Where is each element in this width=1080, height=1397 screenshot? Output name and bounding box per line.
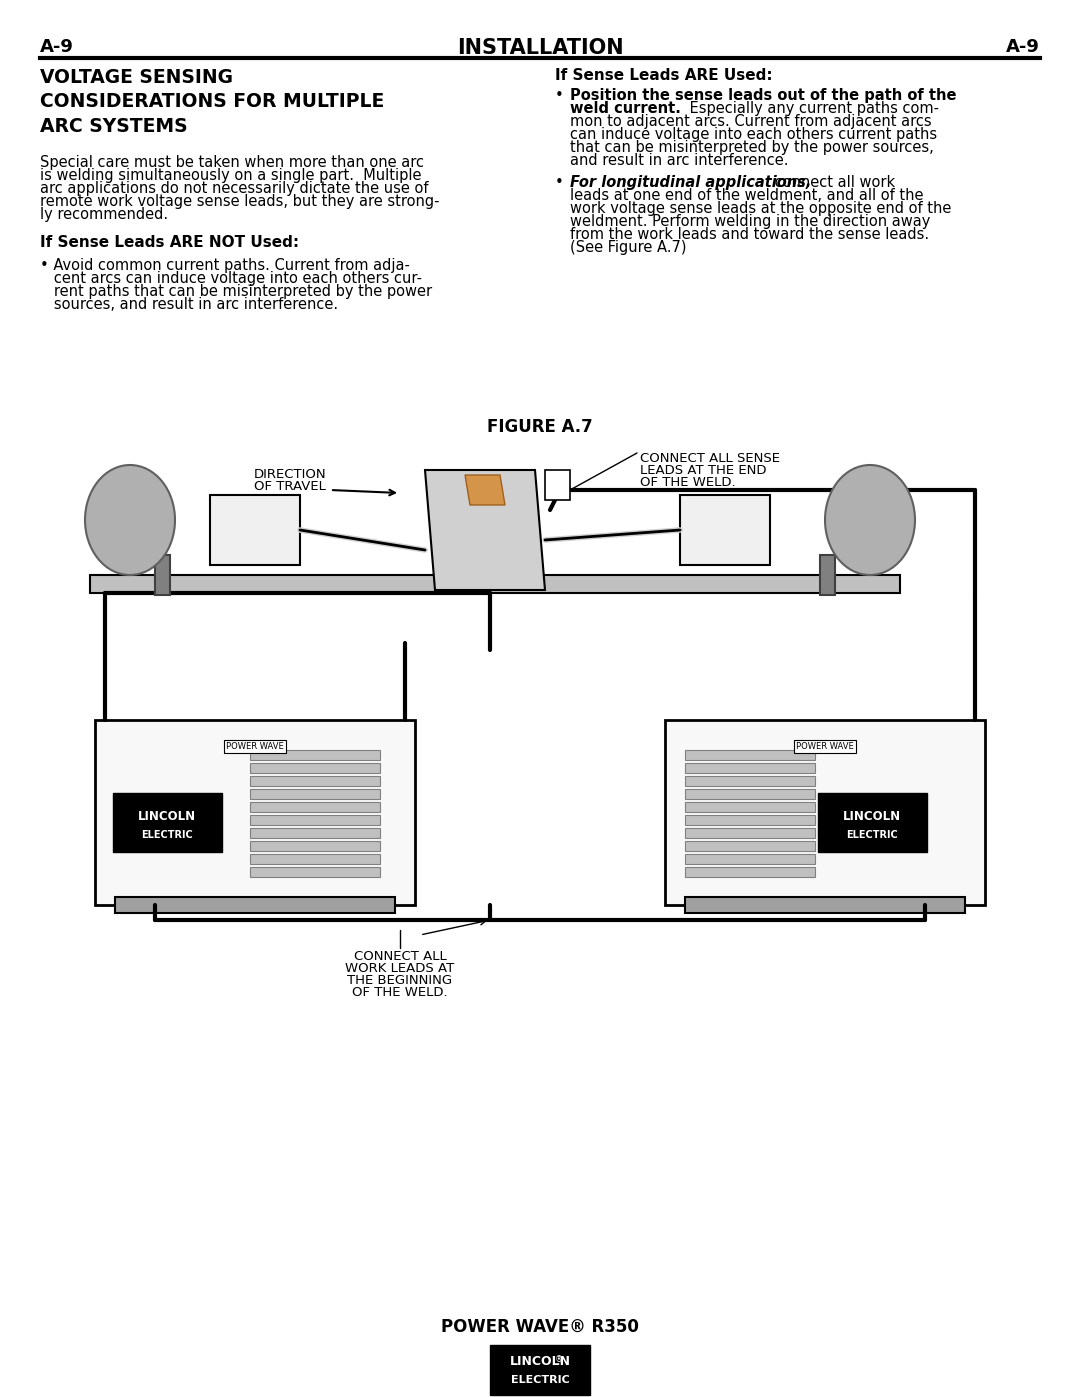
- Text: LINCOLN: LINCOLN: [138, 810, 197, 823]
- Text: from the work leads and toward the sense leads.: from the work leads and toward the sense…: [570, 226, 929, 242]
- Bar: [249, 763, 380, 773]
- Bar: [249, 750, 380, 760]
- Text: If Sense Leads ARE NOT Used:: If Sense Leads ARE NOT Used:: [40, 235, 299, 250]
- Text: FIGURE A.7: FIGURE A.7: [487, 418, 593, 436]
- Text: that can be misinterpreted by the power sources,: that can be misinterpreted by the power …: [570, 140, 934, 155]
- Bar: [685, 750, 815, 760]
- Bar: [685, 763, 815, 773]
- Bar: [90, 576, 900, 592]
- Text: weld current.: weld current.: [570, 101, 680, 116]
- Text: arc applications do not necessarily dictate the use of: arc applications do not necessarily dict…: [40, 182, 429, 196]
- Text: POWER WAVE: POWER WAVE: [796, 742, 854, 752]
- Text: INSTALLATION: INSTALLATION: [457, 38, 623, 59]
- Text: OF THE WELD.: OF THE WELD.: [352, 986, 448, 999]
- Bar: [249, 868, 380, 877]
- Text: For longitudinal applications,: For longitudinal applications,: [570, 175, 811, 190]
- Bar: [685, 828, 815, 838]
- Text: •: •: [555, 88, 568, 103]
- Text: •: •: [555, 175, 568, 190]
- Text: VOLTAGE SENSING
CONSIDERATIONS FOR MULTIPLE
ARC SYSTEMS: VOLTAGE SENSING CONSIDERATIONS FOR MULTI…: [40, 68, 384, 136]
- Text: leads at one end of the weldment, and all of the: leads at one end of the weldment, and al…: [570, 189, 923, 203]
- Text: Special care must be taken when more than one arc: Special care must be taken when more tha…: [40, 155, 424, 170]
- Text: (See Figure A.7): (See Figure A.7): [570, 240, 687, 256]
- Text: ly recommended.: ly recommended.: [40, 207, 168, 222]
- Bar: [685, 841, 815, 851]
- Text: ®: ®: [555, 1355, 564, 1363]
- Text: If Sense Leads ARE Used:: If Sense Leads ARE Used:: [555, 68, 772, 82]
- Text: A-9: A-9: [1007, 38, 1040, 56]
- Polygon shape: [465, 475, 505, 504]
- Bar: [249, 814, 380, 826]
- Bar: [820, 555, 835, 595]
- Bar: [114, 897, 395, 914]
- Bar: [685, 775, 815, 787]
- Bar: [545, 469, 570, 500]
- Bar: [685, 897, 966, 914]
- Text: • Avoid common current paths. Current from adja-: • Avoid common current paths. Current fr…: [40, 258, 410, 272]
- Bar: [685, 802, 815, 812]
- Text: LINCOLN: LINCOLN: [510, 1355, 570, 1368]
- Bar: [249, 841, 380, 851]
- Text: cent arcs can induce voltage into each others cur-: cent arcs can induce voltage into each o…: [40, 271, 422, 286]
- Text: ELECTRIC: ELECTRIC: [846, 830, 897, 840]
- Text: Especially any current paths com-: Especially any current paths com-: [685, 101, 939, 116]
- Text: connect all work: connect all work: [770, 175, 895, 190]
- Bar: [685, 789, 815, 799]
- Text: CONNECT ALL SENSE: CONNECT ALL SENSE: [640, 453, 780, 465]
- Text: ELECTRIC: ELECTRIC: [511, 1375, 569, 1384]
- Text: A-9: A-9: [40, 38, 73, 56]
- Bar: [249, 802, 380, 812]
- Text: weldment. Perform welding in the direction away: weldment. Perform welding in the directi…: [570, 214, 930, 229]
- Bar: [95, 719, 415, 905]
- Bar: [210, 495, 300, 564]
- Text: and result in arc interference.: and result in arc interference.: [570, 154, 788, 168]
- Text: CONNECT ALL: CONNECT ALL: [353, 950, 446, 963]
- FancyBboxPatch shape: [818, 793, 927, 852]
- Bar: [665, 719, 985, 905]
- Text: POWER WAVE® R350: POWER WAVE® R350: [441, 1317, 639, 1336]
- Text: OF TRAVEL: OF TRAVEL: [254, 481, 326, 493]
- Bar: [249, 789, 380, 799]
- Ellipse shape: [85, 465, 175, 576]
- Text: LINCOLN: LINCOLN: [842, 810, 901, 823]
- Text: mon to adjacent arcs. Current from adjacent arcs: mon to adjacent arcs. Current from adjac…: [570, 115, 932, 129]
- Text: work voltage sense leads at the opposite end of the: work voltage sense leads at the opposite…: [570, 201, 951, 217]
- Text: Position the sense leads out of the path of the: Position the sense leads out of the path…: [570, 88, 957, 103]
- FancyBboxPatch shape: [490, 1345, 590, 1396]
- Text: rent paths that can be misinterpreted by the power: rent paths that can be misinterpreted by…: [40, 284, 432, 299]
- Bar: [685, 854, 815, 863]
- Bar: [249, 854, 380, 863]
- Bar: [685, 814, 815, 826]
- Text: OF THE WELD.: OF THE WELD.: [640, 476, 735, 489]
- Text: DIRECTION: DIRECTION: [254, 468, 326, 481]
- Bar: [249, 775, 380, 787]
- Polygon shape: [426, 469, 545, 590]
- Text: sources, and result in arc interference.: sources, and result in arc interference.: [40, 298, 338, 312]
- FancyBboxPatch shape: [113, 793, 222, 852]
- Text: ELECTRIC: ELECTRIC: [141, 830, 193, 840]
- Bar: [156, 555, 170, 595]
- Text: is welding simultaneously on a single part.  Multiple: is welding simultaneously on a single pa…: [40, 168, 421, 183]
- Bar: [685, 868, 815, 877]
- Text: WORK LEADS AT: WORK LEADS AT: [346, 963, 455, 975]
- Bar: [249, 828, 380, 838]
- Text: THE BEGINNING: THE BEGINNING: [348, 974, 453, 988]
- Text: can induce voltage into each others current paths: can induce voltage into each others curr…: [570, 127, 937, 142]
- Text: remote work voltage sense leads, but they are strong-: remote work voltage sense leads, but the…: [40, 194, 440, 210]
- Text: POWER WAVE: POWER WAVE: [226, 742, 284, 752]
- Text: LEADS AT THE END: LEADS AT THE END: [640, 464, 767, 476]
- Ellipse shape: [825, 465, 915, 576]
- Bar: [680, 495, 770, 564]
